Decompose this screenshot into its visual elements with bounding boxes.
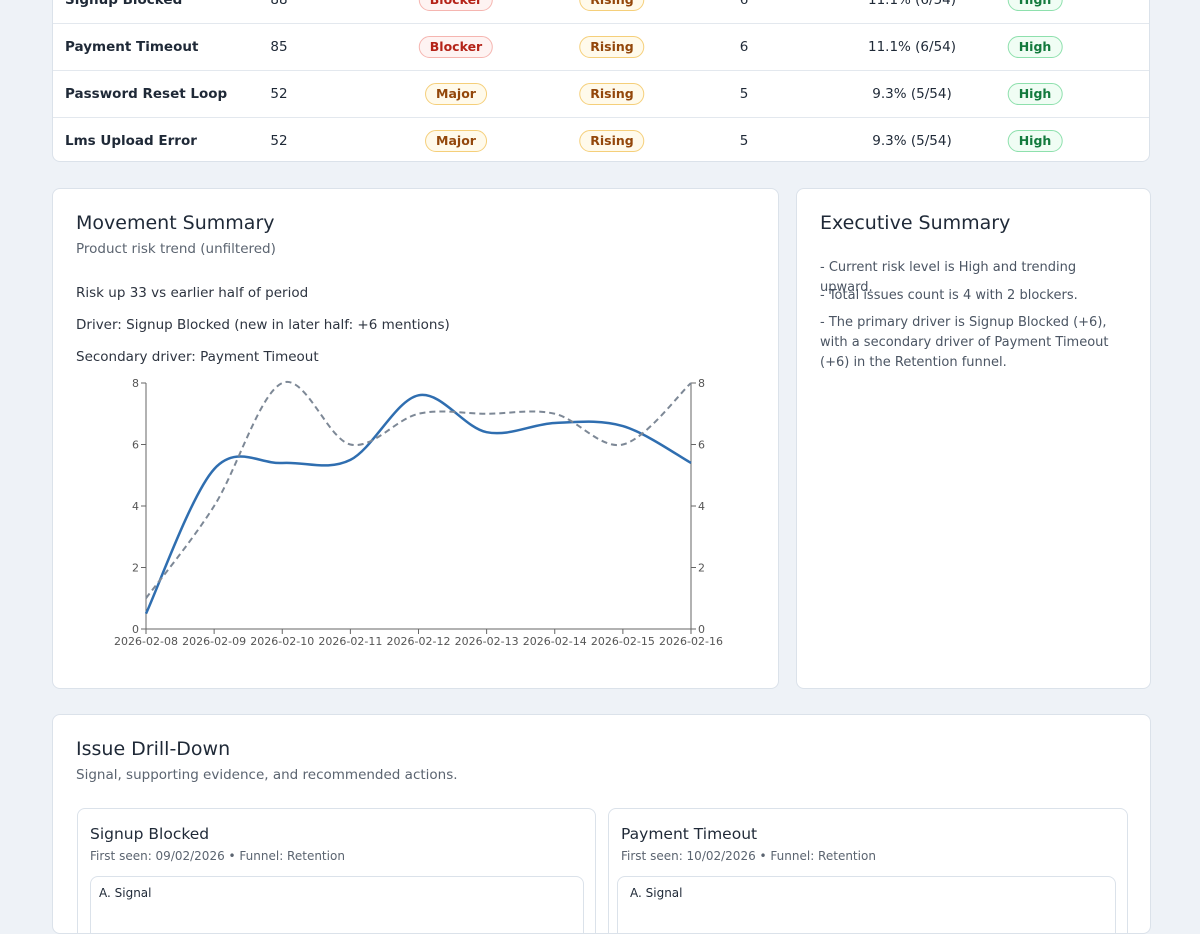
series-line — [144, 393, 692, 615]
share: 11.1% (6/54) — [867, 39, 957, 55]
badge: High — [1007, 130, 1063, 152]
score: 85 — [270, 39, 288, 55]
table-row: Signup Blocked 88 Blocker Rising 6 11.1%… — [53, 0, 1149, 24]
share: 9.3% (5/54) — [872, 86, 952, 102]
confidence: High — [1007, 0, 1063, 23]
badge: Rising — [579, 36, 645, 58]
mentions: 6 — [739, 39, 749, 55]
mentions: 5 — [739, 133, 749, 149]
issue-card: Payment Timeout First seen: 10/02/2026 •… — [608, 808, 1128, 933]
badge: Rising — [579, 83, 645, 105]
severity: Major — [425, 118, 487, 161]
section-title: A. Signal — [99, 886, 152, 900]
y2-tick-label: 4 — [698, 500, 705, 513]
badge: High — [1007, 83, 1063, 105]
executive-card: Executive Summary - Current risk level i… — [796, 188, 1151, 689]
x-tick-label: 2026-02-15 — [591, 635, 655, 648]
badge: Major — [425, 130, 487, 152]
y2-tick-label: 2 — [698, 562, 705, 575]
badge: Blocker — [418, 36, 494, 58]
x-tick-label: 2026-02-16 — [659, 635, 723, 648]
trend: Rising — [579, 118, 645, 161]
issue-card: Signup Blocked First seen: 09/02/2026 • … — [77, 808, 596, 933]
badge: Rising — [579, 130, 645, 152]
y-tick-label: 0 — [132, 623, 139, 636]
x-tick-label: 2026-02-13 — [455, 635, 519, 648]
severity: Blocker — [418, 24, 494, 70]
badge: Major — [425, 83, 487, 105]
note: Risk up 33 vs earlier half of period — [76, 285, 309, 301]
x-tick-label: 2026-02-10 — [250, 635, 314, 648]
x-tick-label: 2026-02-08 — [114, 635, 178, 648]
summary-point: - Current risk level is High and trendin… — [820, 260, 1077, 295]
trend: Rising — [579, 71, 645, 117]
severity: Blocker — [418, 0, 494, 23]
page: Signup Blocked 88 Blocker Rising 6 11.1%… — [52, 0, 1151, 934]
card-subtitle: Product risk trend (unfiltered) — [76, 241, 276, 257]
movement-card: Movement Summary Product risk trend (unf… — [52, 188, 779, 689]
issue-title: Payment Timeout — [621, 825, 758, 843]
y-tick-label: 8 — [132, 377, 139, 390]
x-tick-label: 2026-02-09 — [182, 635, 246, 648]
badge: High — [1007, 36, 1063, 58]
issue-meta: First seen: 10/02/2026 • Funnel: Retenti… — [621, 849, 876, 863]
note: Driver: Signup Blocked (new in later hal… — [76, 317, 450, 333]
card-subtitle: Signal, supporting evidence, and recomme… — [76, 767, 458, 783]
y2-tick-label: 0 — [698, 623, 705, 636]
summary-point: - Total issues count is 4 with 2 blocker… — [820, 288, 1078, 303]
series-line — [145, 381, 692, 599]
y-tick-label: 6 — [132, 439, 139, 452]
section-box: A. Signal — [90, 876, 584, 933]
table-row: Payment Timeout 85 Blocker Rising 6 11.1… — [53, 24, 1149, 71]
confidence: High — [1007, 118, 1063, 161]
issue-name: Lms Upload Error — [65, 133, 197, 149]
note: Secondary driver: Payment Timeout — [76, 349, 319, 365]
y-tick-label: 4 — [132, 500, 139, 513]
table-row: Lms Upload Error 52 Major Rising 5 9.3% … — [53, 118, 1149, 161]
badge: High — [1007, 0, 1063, 11]
x-tick-label: 2026-02-12 — [387, 635, 451, 648]
issue-meta: First seen: 09/02/2026 • Funnel: Retenti… — [90, 849, 345, 863]
score: 52 — [270, 133, 288, 149]
table-row: Password Reset Loop 52 Major Rising 5 9.… — [53, 71, 1149, 118]
score: 88 — [270, 0, 288, 8]
y2-tick-label: 8 — [698, 377, 705, 390]
issue-name: Signup Blocked — [65, 0, 183, 8]
severity: Major — [425, 71, 487, 117]
issue-name: Payment Timeout — [65, 39, 199, 55]
mentions: 6 — [739, 0, 749, 8]
trend: Rising — [579, 24, 645, 70]
summary-point: - The primary driver is Signup Blocked (… — [820, 315, 1109, 370]
issue-title: Signup Blocked — [90, 825, 210, 843]
card-title: Executive Summary — [820, 212, 1011, 234]
y2-tick-label: 6 — [698, 439, 705, 452]
card-title: Movement Summary — [76, 212, 275, 234]
share: 9.3% (5/54) — [872, 133, 952, 149]
section-box: A. Signal — [617, 876, 1116, 933]
confidence: High — [1007, 24, 1063, 70]
confidence: High — [1007, 71, 1063, 117]
y-tick-label: 2 — [132, 562, 139, 575]
line-chart: 0 2 4 6 8 0 2 4 6 8 2026-02-08 2026-02-09 2026-02-10… — [114, 377, 723, 648]
section-title: A. Signal — [630, 886, 683, 900]
issue-name: Password Reset Loop — [65, 86, 228, 102]
score: 52 — [270, 86, 288, 102]
share: 11.1% (6/54) — [867, 0, 957, 8]
drill-down-card: Issue Drill-Down Signal, supporting evid… — [52, 714, 1151, 934]
mentions: 5 — [739, 86, 749, 102]
x-tick-label: 2026-02-14 — [523, 635, 587, 648]
card-title: Issue Drill-Down — [76, 738, 231, 760]
trend: Rising — [579, 0, 645, 23]
badge: Blocker — [418, 0, 494, 11]
issues-table: Signup Blocked 88 Blocker Rising 6 11.1%… — [52, 0, 1150, 162]
x-tick-label: 2026-02-11 — [318, 635, 382, 648]
badge: Rising — [579, 0, 645, 11]
